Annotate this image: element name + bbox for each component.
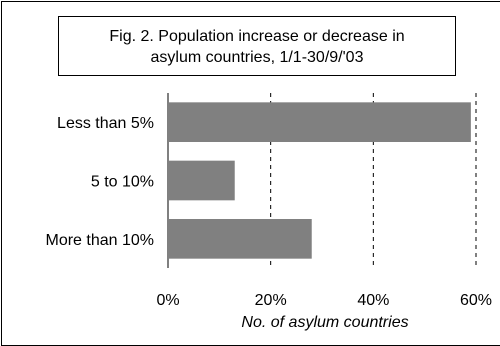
category-label-2: More than 10% (45, 232, 154, 249)
x-axis-title: No. of asylum countries (241, 314, 408, 331)
category-label-1: 5 to 10% (91, 174, 154, 191)
chart-title: Fig. 2. Population increase or decrease … (58, 16, 456, 76)
bar-0 (168, 102, 471, 142)
x-tick-label-2: 40% (357, 292, 389, 309)
x-tick-label-1: 20% (255, 292, 287, 309)
x-tick-label-0: 0% (156, 292, 179, 309)
category-label-0: Less than 5% (57, 115, 154, 132)
chart-title-line-1: Fig. 2. Population increase or decrease … (109, 28, 405, 45)
bar-2 (168, 219, 312, 259)
x-tick-label-3: 60% (460, 292, 492, 309)
chart-title-line-2: asylum countries, 1/1-30/9/'03 (150, 49, 364, 66)
bar-1 (168, 160, 235, 201)
bar-chart: Less than 5% 5 to 10% More than 10% 0% 20% 40… (45, 93, 492, 331)
